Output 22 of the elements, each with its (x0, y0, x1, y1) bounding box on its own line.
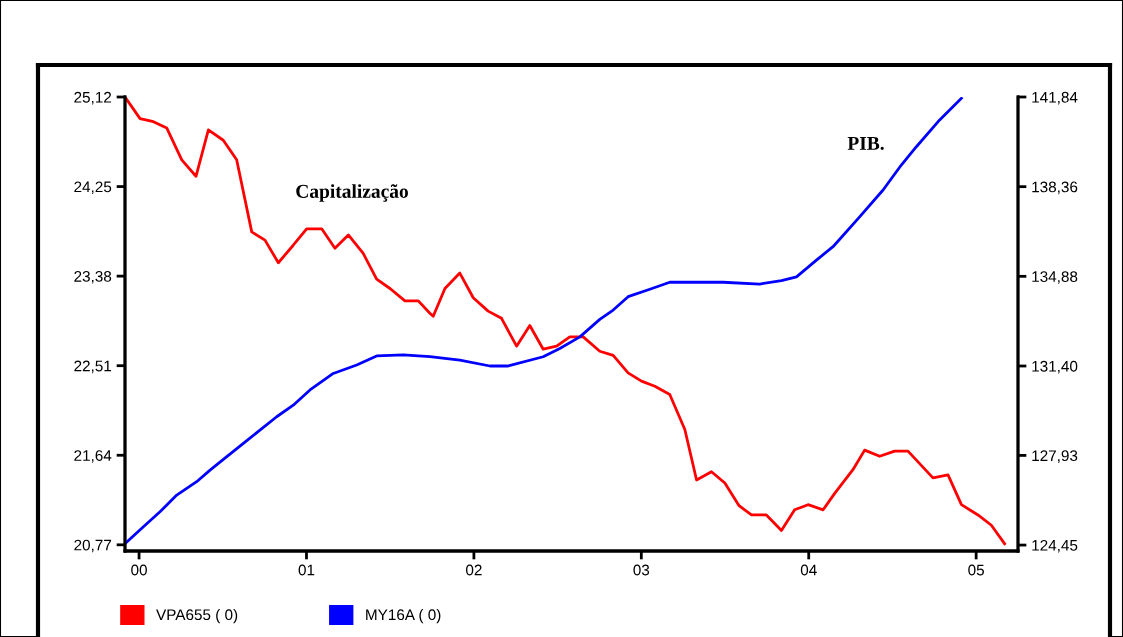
legend-label: MY16A ( 0) (366, 608, 441, 624)
x-tick-label: 02 (466, 564, 482, 576)
y-tick-label: 20,77 (74, 539, 112, 553)
x-tick-label: 01 (298, 564, 315, 576)
y2-tick-label: 138,36 (1032, 181, 1078, 195)
annotation: Capitalização (296, 184, 408, 202)
y2-tick-label: 134,88 (1032, 271, 1078, 284)
x-tick-label: 03 (633, 564, 650, 576)
legend-label: VPA655 ( 0) (156, 608, 238, 624)
y2-tick-label: 127,93 (1032, 450, 1078, 463)
x-tick-label: 05 (968, 564, 984, 576)
y2-tick-label: 141,84 (1032, 91, 1078, 105)
y-tick-label: 23,38 (74, 271, 112, 284)
y-tick-label: 25,12 (74, 91, 112, 105)
x-tick-label: 04 (800, 564, 817, 576)
x-tick-label: 00 (131, 564, 147, 576)
annotation: PIB. (847, 136, 884, 150)
y-tick-label: 21,64 (74, 450, 112, 463)
y-tick-label: 24,25 (74, 181, 112, 195)
y2-tick-label: 131,40 (1032, 360, 1078, 374)
y2-tick-label: 124,45 (1032, 539, 1078, 553)
y-tick-label: 22,51 (74, 360, 112, 374)
